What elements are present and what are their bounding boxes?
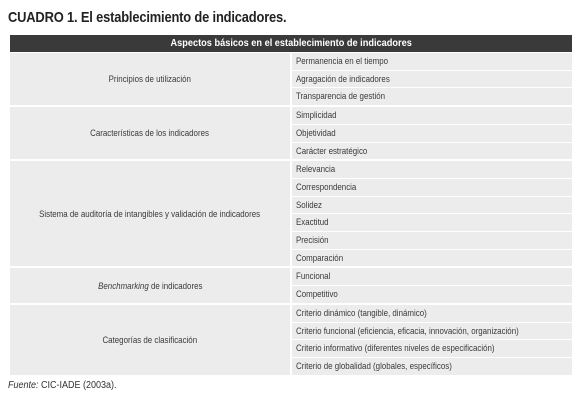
group-item: Exactitud [291, 213, 572, 233]
table-row: Criterio de globalidad (globales, especí… [10, 357, 572, 377]
group-label-categorias: Categorías de clasificación [10, 303, 292, 377]
table-row: Carácter estratégico [10, 142, 572, 162]
group-item: Solidez [291, 196, 572, 215]
table-row: Benchmarking de indicadores Funcional [10, 267, 572, 305]
table-header-row: Aspectos básicos en el establecimiento d… [10, 35, 572, 53]
group-item: Carácter estratégico [291, 142, 572, 162]
group-item: Criterio de globalidad (globales, especí… [291, 357, 572, 377]
group-item: Permanencia en el tiempo [291, 52, 572, 71]
table-row: Criterio funcional (eficiencia, eficacia… [10, 322, 572, 341]
indicators-table: Aspectos básicos en el establecimiento d… [10, 35, 572, 377]
group-item: Comparación [291, 249, 572, 269]
table-row: Correspondencia [10, 178, 572, 197]
group-label-caracteristicas: Características de los indicadores [10, 106, 292, 162]
group-item: Criterio dinámico (tangible, dinámico) [291, 303, 572, 323]
table-row: Precisión [10, 231, 572, 250]
group-item: Correspondencia [291, 178, 572, 197]
source-text: CIC-IADE (2003a). [38, 380, 117, 391]
group-item: Precisión [291, 231, 572, 250]
table-row: Categorías de clasificación Criterio din… [10, 303, 572, 377]
group-item: Funcional [291, 267, 572, 287]
group-item: Objetividad [291, 124, 572, 143]
group-item: Transparencia de gestión [291, 87, 572, 108]
table-row: Criterio informativo (diferentes niveles… [10, 339, 572, 358]
group-label-principios: Principios de utilización [10, 52, 292, 108]
group-item: Competitivo [291, 285, 572, 305]
group-item: Relevancia [291, 160, 572, 179]
table-row: Comparación [10, 249, 572, 269]
group-item: Criterio funcional (eficiencia, eficacia… [291, 322, 572, 341]
table-row: Sistema de auditoría de intangibles y va… [10, 160, 572, 269]
table-row: Agragación de indicadores [10, 70, 572, 89]
table-row: Principios de utilización Permanencia en… [10, 52, 572, 108]
group-item: Agragación de indicadores [291, 70, 572, 89]
table-row: Exactitud [10, 213, 572, 233]
group-item: Criterio informativo (diferentes niveles… [291, 339, 572, 358]
group-label-benchmarking: Benchmarking de indicadores [10, 267, 292, 305]
table-row: Solidez [10, 196, 572, 215]
table-title: CUADRO 1. El establecimiento de indicado… [8, 9, 287, 26]
table-row: Objetividad [10, 124, 572, 143]
benchmarking-italic: Benchmarking [97, 280, 149, 291]
group-label-sistema-auditoria: Sistema de auditoría de intangibles y va… [10, 160, 292, 269]
table-header: Aspectos básicos en el establecimiento d… [10, 35, 572, 53]
benchmarking-rest: de indicadores [148, 280, 203, 291]
group-item: Simplicidad [291, 106, 572, 125]
table-row: Características de los indicadores Simpl… [10, 106, 572, 162]
source-footnote: Fuente: CIC-IADE (2003a). [8, 380, 117, 391]
table-row: Transparencia de gestión [10, 87, 572, 108]
table-row: Competitivo [10, 285, 572, 305]
source-label: Fuente: [8, 380, 39, 391]
